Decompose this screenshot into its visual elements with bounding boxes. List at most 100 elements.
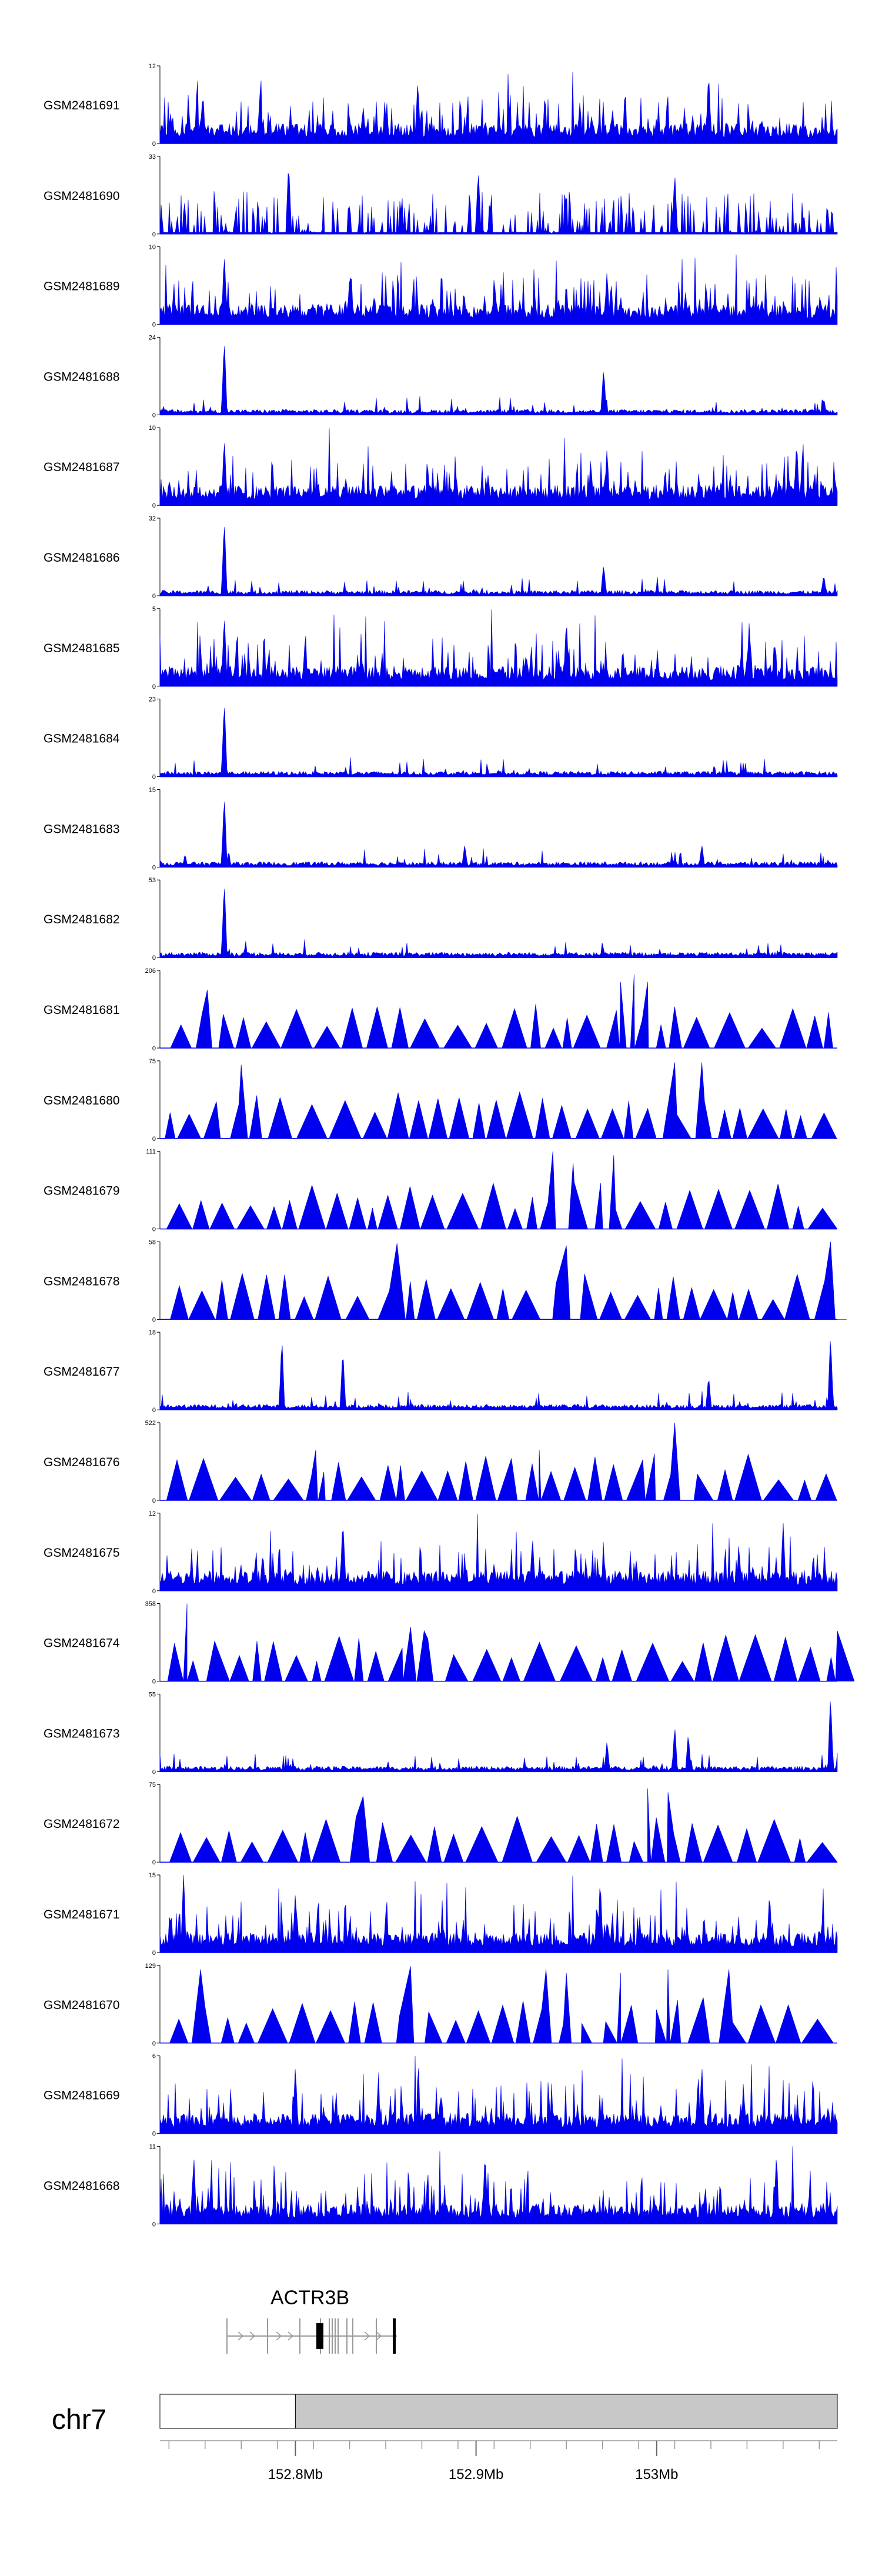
y-zero-label: 0: [152, 322, 156, 329]
signal-area: [160, 1151, 838, 1229]
track-GSM2481671: GSM2481671 15 0: [44, 1872, 838, 1957]
track-GSM2481684: GSM2481684 23 0: [44, 696, 838, 781]
signal-area: [159, 1341, 838, 1410]
strand-arrow: [249, 2331, 256, 2341]
track-GSM2481669: GSM2481669 6 0: [44, 2053, 838, 2138]
signal-tracks: GSM2481691120GSM2481690330GSM2481689100G…: [44, 63, 855, 2228]
coding-exon: [393, 2318, 396, 2354]
ideogram-white-band: [159, 2394, 296, 2429]
track-label: GSM2481669: [44, 2089, 120, 2103]
y-max-label: 24: [149, 334, 156, 341]
track-label: GSM2481671: [44, 1908, 120, 1921]
y-zero-label: 0: [152, 1588, 156, 1595]
signal-area: [159, 708, 838, 777]
y-zero-label: 0: [152, 864, 156, 871]
track-GSM2481690: GSM2481690 33 0: [44, 154, 838, 238]
track-GSM2481686: GSM2481686 32 0: [44, 515, 838, 600]
track-label: GSM2481683: [44, 822, 120, 836]
y-max-label: 75: [149, 1781, 156, 1788]
track-label: GSM2481680: [44, 1094, 120, 1107]
y-zero-label: 0: [152, 774, 156, 781]
track-label: GSM2481686: [44, 551, 120, 565]
signal-area: [159, 1874, 838, 1953]
y-max-label: 6: [152, 2053, 156, 2060]
track-GSM2481673: GSM2481673 55 0: [44, 1691, 838, 1776]
x-tick-label: 152.8Mb: [268, 2467, 323, 2482]
track-label: GSM2481679: [44, 1184, 120, 1198]
strand-arrow: [364, 2331, 370, 2341]
coding-exon: [316, 2323, 323, 2349]
signal-area: [160, 1788, 838, 1863]
y-max-label: 5: [152, 606, 156, 613]
gene-label: ACTR3B: [270, 2287, 349, 2309]
strand-arrow: [238, 2331, 244, 2341]
y-max-label: 15: [149, 1872, 156, 1879]
y-max-label: 206: [145, 967, 156, 975]
track-GSM2481680: GSM2481680 75 0: [44, 1058, 837, 1143]
y-max-label: 53: [149, 877, 156, 884]
signal-area: [159, 2146, 838, 2224]
signal-area: [159, 254, 838, 325]
y-zero-label: 0: [152, 502, 156, 509]
y-zero-label: 0: [152, 1859, 156, 1866]
y-max-label: 129: [145, 1963, 156, 1970]
y-zero-label: 0: [152, 1497, 156, 1504]
y-max-label: 10: [149, 425, 156, 432]
y-zero-label: 0: [152, 955, 156, 962]
track-label: GSM2481681: [44, 1003, 120, 1017]
ideogram-gray-band: [295, 2394, 838, 2429]
y-max-label: 15: [149, 786, 156, 793]
track-label: GSM2481685: [44, 642, 120, 655]
track-label: GSM2481670: [44, 1998, 120, 2012]
genomic-axis: 152.8Mb 152.9Mb 153Mb: [160, 2440, 837, 2482]
y-zero-label: 0: [152, 231, 156, 238]
signal-area: [159, 1513, 838, 1591]
track-label: GSM2481675: [44, 1546, 120, 1560]
signal-area: [159, 428, 838, 506]
track-GSM2481672: GSM2481672 75 0: [44, 1781, 838, 1866]
signal-area: [160, 1062, 837, 1139]
x-tick-label: 152.9Mb: [449, 2467, 503, 2482]
y-zero-label: 0: [152, 412, 156, 419]
track-label: GSM2481684: [44, 732, 120, 746]
chromosome-ideogram: chr7: [52, 2394, 838, 2435]
track-GSM2481675: GSM2481675 12 0: [44, 1510, 838, 1595]
signal-area: [159, 2056, 838, 2134]
track-label: GSM2481691: [44, 99, 120, 112]
y-zero-label: 0: [152, 1316, 156, 1323]
y-zero-label: 0: [152, 1950, 156, 1957]
track-label: GSM2481678: [44, 1274, 120, 1288]
track-GSM2481683: GSM2481683 15 0: [44, 786, 838, 871]
track-GSM2481670: GSM2481670 129 0: [44, 1963, 837, 2047]
strand-arrow: [276, 2331, 282, 2341]
track-label: GSM2481673: [44, 1727, 120, 1740]
track-label: GSM2481688: [44, 370, 120, 383]
track-GSM2481688: GSM2481688 24 0: [44, 334, 838, 419]
track-GSM2481677: GSM2481677 18 0: [44, 1329, 838, 1414]
track-label: GSM2481677: [44, 1365, 120, 1379]
track-GSM2481681: GSM2481681 206 0: [44, 967, 837, 1052]
signal-area: [159, 609, 838, 687]
strand-arrow: [288, 2331, 294, 2341]
track-GSM2481685: GSM2481685 5 0: [44, 606, 838, 690]
signal-area: [160, 1242, 847, 1320]
y-zero-label: 0: [152, 593, 156, 600]
y-zero-label: 0: [152, 2040, 156, 2047]
y-max-label: 522: [145, 1420, 156, 1427]
y-max-label: 10: [149, 244, 156, 251]
y-zero-label: 0: [152, 2221, 156, 2228]
signal-area: [160, 974, 837, 1049]
signal-area: [160, 1422, 837, 1501]
track-label: GSM2481668: [44, 2179, 120, 2193]
track-label: GSM2481674: [44, 1637, 120, 1650]
y-zero-label: 0: [152, 1045, 156, 1052]
y-max-label: 12: [149, 63, 156, 70]
y-zero-label: 0: [152, 1136, 156, 1143]
track-GSM2481674: GSM2481674 358 0: [44, 1601, 855, 1686]
y-zero-label: 0: [152, 141, 156, 148]
x-tick-label: 153Mb: [635, 2467, 678, 2482]
track-GSM2481676: GSM2481676 522 0: [44, 1420, 837, 1504]
signal-area: [159, 801, 838, 867]
strand-arrow: [376, 2331, 382, 2341]
signal-area: [160, 1603, 855, 1681]
